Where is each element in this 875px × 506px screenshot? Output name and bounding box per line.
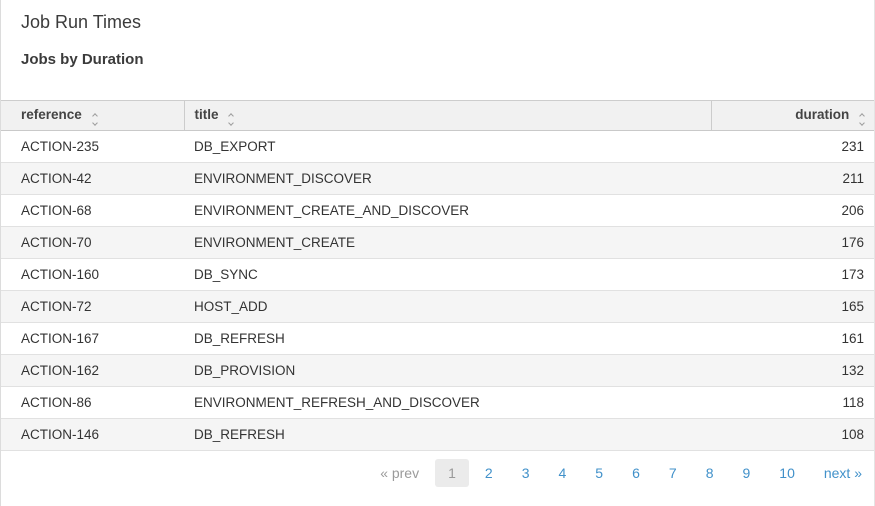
pagination-prev[interactable]: « prev [380, 465, 420, 481]
cell-duration: 161 [711, 322, 874, 355]
table-row: ACTION-86 ENVIRONMENT_REFRESH_AND_DISCOV… [1, 386, 874, 419]
pagination-page-3[interactable]: 3 [521, 465, 530, 481]
cell-reference: ACTION-72 [1, 290, 184, 323]
page-subtitle: Jobs by Duration [21, 51, 144, 68]
pagination-page-2[interactable]: 2 [484, 465, 493, 481]
table-row: ACTION-160 DB_SYNC 173 [1, 258, 874, 291]
cell-title: ENVIRONMENT_DISCOVER [184, 162, 711, 195]
table-row: ACTION-68 ENVIRONMENT_CREATE_AND_DISCOVE… [1, 194, 874, 227]
column-label-reference: reference [21, 106, 82, 122]
cell-reference: ACTION-68 [1, 194, 184, 227]
pagination-page-4[interactable]: 4 [558, 465, 567, 481]
cell-title: ENVIRONMENT_CREATE [184, 226, 711, 259]
pagination-page-7[interactable]: 7 [668, 465, 677, 481]
table-row: ACTION-162 DB_PROVISION 132 [1, 354, 874, 387]
cell-title: ENVIRONMENT_REFRESH_AND_DISCOVER [184, 386, 711, 419]
table-header: reference title duration [1, 100, 874, 131]
jobs-table: reference title duration ACTION-235 DB_E… [1, 100, 874, 451]
table-row: ACTION-235 DB_EXPORT 231 [1, 130, 874, 163]
sort-icon [91, 112, 98, 126]
cell-duration: 176 [711, 226, 874, 259]
table-row: ACTION-72 HOST_ADD 165 [1, 290, 874, 323]
pagination-page-10[interactable]: 10 [779, 465, 795, 481]
column-header-duration[interactable]: duration [710, 100, 874, 131]
title-block: Job Run Times Jobs by Duration [1, 0, 874, 100]
table-row: ACTION-167 DB_REFRESH 161 [1, 322, 874, 355]
pagination-page-8[interactable]: 8 [705, 465, 714, 481]
cell-reference: ACTION-167 [1, 322, 184, 355]
cell-reference: ACTION-162 [1, 354, 184, 387]
cell-duration: 165 [711, 290, 874, 323]
cell-title: DB_REFRESH [184, 418, 711, 451]
cell-duration: 206 [711, 194, 874, 227]
cell-title: DB_EXPORT [184, 130, 711, 163]
pagination-page-1[interactable]: 1 [435, 459, 469, 487]
header-row: reference title duration [1, 100, 874, 131]
cell-reference: ACTION-86 [1, 386, 184, 419]
pagination-page-9[interactable]: 9 [742, 465, 751, 481]
column-header-title[interactable]: title [183, 100, 711, 131]
pagination-next[interactable]: next » [823, 465, 862, 481]
cell-title: DB_SYNC [184, 258, 711, 291]
cell-reference: ACTION-235 [1, 130, 184, 163]
column-label-title: title [194, 106, 219, 122]
cell-reference: ACTION-146 [1, 418, 184, 451]
column-header-reference[interactable]: reference [1, 100, 184, 131]
table-row: ACTION-70 ENVIRONMENT_CREATE 176 [1, 226, 874, 259]
cell-reference: ACTION-42 [1, 162, 184, 195]
page-title: Job Run Times [21, 12, 142, 32]
cell-reference: ACTION-160 [1, 258, 184, 291]
table-row: ACTION-42 ENVIRONMENT_DISCOVER 211 [1, 162, 874, 195]
cell-reference: ACTION-70 [1, 226, 184, 259]
sort-icon [859, 112, 865, 126]
cell-duration: 118 [711, 386, 874, 419]
column-label-duration: duration [795, 106, 850, 122]
cell-title: DB_PROVISION [184, 354, 711, 387]
cell-duration: 173 [711, 258, 874, 291]
table-body: ACTION-235 DB_EXPORT 231 ACTION-42 ENVIR… [1, 130, 874, 451]
cell-title: ENVIRONMENT_CREATE_AND_DISCOVER [184, 194, 711, 227]
cell-duration: 231 [711, 130, 874, 163]
sort-icon [228, 112, 235, 126]
cell-duration: 108 [711, 418, 874, 451]
pagination: « prev 1 2 3 4 5 6 7 8 9 10 next » [1, 451, 874, 495]
cell-duration: 211 [711, 162, 874, 195]
pagination-page-5[interactable]: 5 [595, 465, 604, 481]
cell-duration: 132 [711, 354, 874, 387]
table-row: ACTION-146 DB_REFRESH 108 [1, 418, 874, 451]
cell-title: HOST_ADD [184, 290, 711, 323]
pagination-page-6[interactable]: 6 [632, 465, 640, 481]
cell-title: DB_REFRESH [184, 322, 711, 355]
